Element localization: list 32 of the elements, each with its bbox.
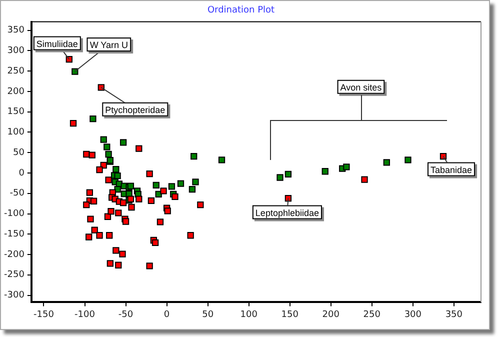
y-tick-label: -50 <box>10 188 25 199</box>
y-tick-label: -250 <box>4 270 25 280</box>
x-tick-label: -100 <box>74 310 96 320</box>
y-tick-label: 200 <box>7 86 25 97</box>
annotation: Ptychopteridae <box>105 104 166 115</box>
annotation: Simuliidae <box>36 38 78 49</box>
annotation: Leptophlebiidae <box>255 208 319 218</box>
x-tick-label: 300 <box>404 310 422 320</box>
chart-title: Ordination Plot <box>207 6 276 16</box>
y-tick-label: 250 <box>7 66 25 76</box>
x-tick-label: 150 <box>281 310 299 320</box>
y-tick-label: -300 <box>4 290 25 301</box>
x-tick-label: 100 <box>240 310 258 320</box>
annotation: W Yarn U <box>90 40 128 50</box>
x-tick-label: 200 <box>322 310 340 320</box>
y-tick-label: 350 <box>7 26 25 36</box>
y-tick-label: 0 <box>18 168 25 178</box>
x-tick-label: 50 <box>202 310 214 320</box>
y-tick-label: 150 <box>7 107 25 118</box>
x-tick-label: 350 <box>445 310 463 320</box>
y-tick-label: -150 <box>4 229 25 240</box>
x-tick-label: 250 <box>363 310 381 320</box>
x-tick-label: -50 <box>118 310 134 320</box>
y-tick-label: -100 <box>4 209 25 220</box>
y-tick-label: 300 <box>7 46 25 56</box>
y-tick-label: -200 <box>4 250 25 260</box>
annotation: Tabanidae <box>430 164 472 175</box>
x-tick-label: -150 <box>34 310 54 320</box>
annotation: Avon sites <box>340 82 382 92</box>
y-tick-label: 50 <box>12 148 25 158</box>
y-tick-label: 100 <box>7 128 25 138</box>
x-tick-label: 0 <box>164 310 170 320</box>
